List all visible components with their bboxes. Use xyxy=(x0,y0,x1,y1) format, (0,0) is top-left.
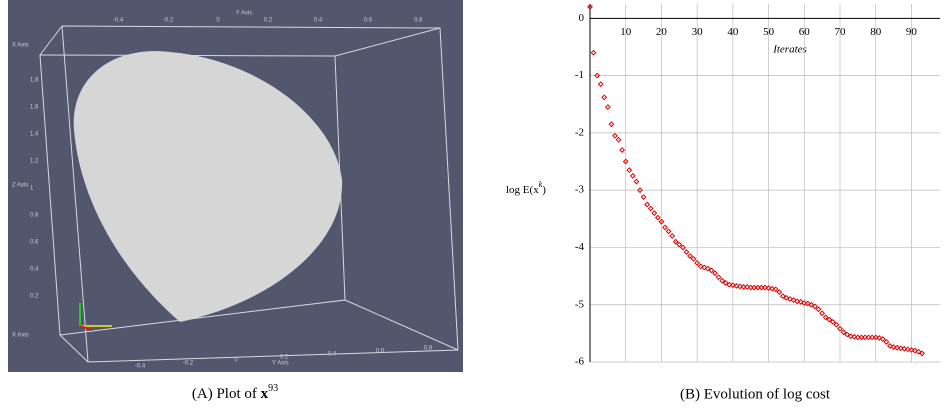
x-tick-label: 60 xyxy=(799,26,811,38)
data-point xyxy=(602,95,606,99)
y-axis-label: log E(xk) xyxy=(506,180,546,196)
data-point xyxy=(713,271,717,275)
tick-label: 1.2 xyxy=(30,159,39,165)
tick-label: 1.4 xyxy=(30,132,39,138)
tick-label: 0.2 xyxy=(264,18,273,24)
tick-label: 0.4 xyxy=(328,352,337,358)
axis-label: Y Axis xyxy=(236,11,253,17)
data-point xyxy=(652,211,656,215)
x-tick-label: 30 xyxy=(692,26,704,38)
data-point xyxy=(620,148,624,152)
data-point xyxy=(656,215,660,219)
data-point xyxy=(663,225,667,229)
data-point xyxy=(834,323,838,327)
data-point xyxy=(774,287,778,291)
x-tick-label: 10 xyxy=(620,26,632,38)
data-point xyxy=(616,138,620,142)
tick-label: 0.2 xyxy=(280,355,289,361)
x-tick-label: 90 xyxy=(906,26,918,38)
data-point xyxy=(670,234,674,238)
tick-label: 0.6 xyxy=(376,349,385,355)
x-tick-label: 20 xyxy=(656,26,668,38)
caption: (A) Plot of x93 xyxy=(192,383,278,402)
data-point xyxy=(645,202,649,206)
y-label-text: ) xyxy=(542,184,546,196)
data-point xyxy=(820,311,824,315)
tick-label: 0.4 xyxy=(30,267,39,273)
figure: Y Axis X Axis Z Axis X Axis Y Axis (A) P… xyxy=(0,0,950,419)
caption-text: (A) Plot of xyxy=(192,386,261,402)
y-tick-label: -5 xyxy=(575,298,585,310)
data-point xyxy=(777,290,781,294)
data-point xyxy=(641,195,645,199)
y-label-text: log E(x xyxy=(506,184,539,196)
data-point xyxy=(599,82,603,86)
axis-label: X Axis xyxy=(12,43,29,49)
data-point xyxy=(634,179,638,183)
axis-label: X Axis xyxy=(12,333,29,339)
data-point xyxy=(716,275,720,279)
tick-label: 0.6 xyxy=(30,240,39,246)
data-point xyxy=(649,206,653,210)
tick-label: 0.6 xyxy=(364,18,373,24)
y-tick-label: -6 xyxy=(575,356,585,368)
y-tick-label: -2 xyxy=(575,126,584,138)
data-point xyxy=(609,122,613,126)
data-point xyxy=(677,242,681,246)
tick-label: -0.2 xyxy=(183,361,194,367)
data-point xyxy=(627,168,631,172)
tick-label: 0.2 xyxy=(30,294,39,300)
y-tick-label: -1 xyxy=(575,69,584,81)
data-point xyxy=(884,340,888,344)
data-point xyxy=(613,134,617,138)
x-tick-label: 80 xyxy=(870,26,882,38)
data-point xyxy=(631,174,635,178)
data-point xyxy=(606,105,610,109)
data-point xyxy=(816,307,820,311)
tick-label: 0.8 xyxy=(414,18,423,24)
tick-label: 0.4 xyxy=(314,18,323,24)
caption-superscript: 93 xyxy=(268,383,278,394)
data-point xyxy=(684,250,688,254)
x-tick-label: 50 xyxy=(763,26,775,38)
caption: (B) Evolution of log cost xyxy=(680,386,831,402)
y-tick-label: -4 xyxy=(575,241,585,253)
y-tick-label: -3 xyxy=(575,184,585,196)
tick-label: -0.4 xyxy=(135,364,146,370)
data-point xyxy=(666,229,670,233)
tick-label: 1.8 xyxy=(30,78,39,84)
tick-label: -0.2 xyxy=(163,18,174,24)
data-point xyxy=(591,50,595,54)
data-point xyxy=(674,240,678,244)
axis-label: Z Axis xyxy=(12,183,28,189)
page: Y Axis X Axis Z Axis X Axis Y Axis (A) P… xyxy=(0,0,950,419)
tick-label: 0.8 xyxy=(424,346,433,352)
x-axis-label: Iterates xyxy=(772,44,807,56)
data-point xyxy=(691,257,695,261)
x-tick-label: 40 xyxy=(727,26,739,38)
y-tick-label: 0 xyxy=(579,12,585,24)
tick-label: 0.8 xyxy=(30,213,39,219)
tick-label: -0.4 xyxy=(113,18,124,24)
x-tick-label: 70 xyxy=(835,26,847,38)
axis-label: Y Axis xyxy=(272,361,289,367)
render-panel: Y Axis X Axis Z Axis X Axis Y Axis xyxy=(8,0,463,372)
data-point xyxy=(688,254,692,258)
tick-label: 1.6 xyxy=(30,105,39,111)
